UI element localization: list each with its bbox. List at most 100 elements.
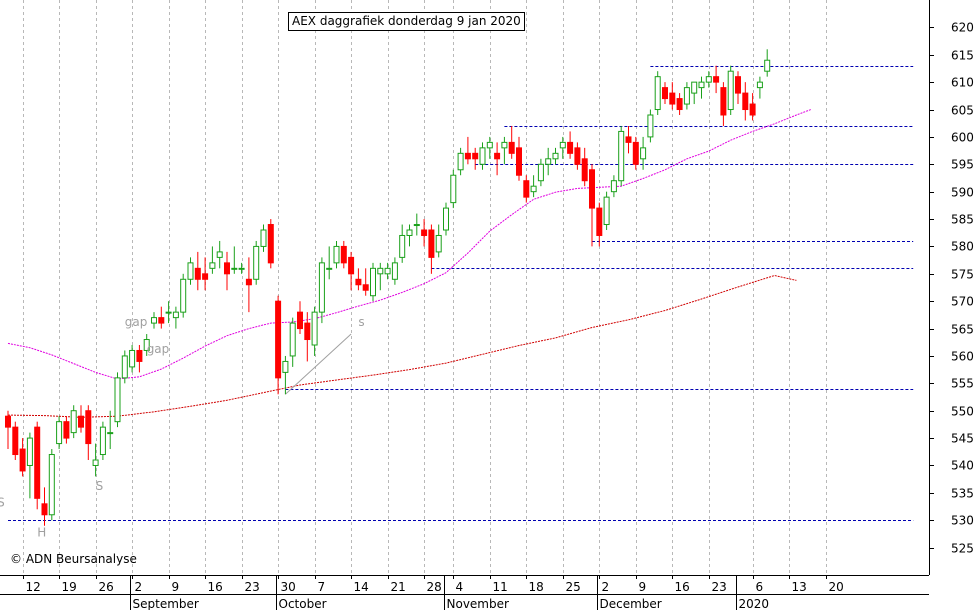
candle — [413, 213, 420, 236]
candle-body — [180, 278, 187, 313]
candle — [384, 262, 391, 280]
candle-body — [48, 454, 55, 516]
candle-body — [187, 262, 194, 280]
candle — [727, 65, 734, 115]
candle — [129, 345, 136, 373]
candle-body — [311, 311, 318, 346]
candle — [114, 372, 121, 428]
x-tick-label: 7 — [318, 580, 326, 594]
candle — [282, 355, 289, 395]
candle — [151, 312, 157, 329]
candle — [443, 202, 449, 236]
candle-body — [450, 174, 457, 204]
candle-body — [486, 141, 493, 149]
month-label: October — [279, 597, 327, 610]
candle-body — [253, 245, 260, 280]
annotation-label: s — [358, 315, 364, 329]
candle — [472, 147, 479, 170]
candle — [260, 224, 267, 252]
candle-body — [165, 311, 172, 314]
candle-body — [56, 421, 63, 445]
candle — [362, 268, 369, 296]
candle — [698, 76, 705, 99]
candle — [289, 317, 296, 367]
candle-body — [589, 169, 595, 209]
y-tick-label: 555 — [951, 377, 974, 391]
candle-body — [683, 87, 690, 105]
candle — [552, 147, 559, 165]
candle — [713, 65, 720, 94]
x-tick-label: 11 — [493, 580, 508, 594]
candle — [764, 49, 771, 77]
candle — [224, 251, 230, 291]
candle-body — [121, 355, 128, 379]
candle-body — [596, 207, 603, 236]
candle — [464, 136, 471, 165]
candle-body — [5, 415, 11, 428]
candle — [238, 262, 245, 274]
candle — [508, 125, 515, 159]
candle-body — [472, 152, 479, 160]
candle — [158, 306, 165, 329]
candle — [209, 246, 216, 274]
candle-body — [537, 163, 544, 182]
month-label: November — [447, 597, 509, 610]
candle — [676, 93, 683, 115]
candle-body — [727, 70, 734, 111]
candle — [501, 136, 508, 165]
candle — [545, 147, 552, 176]
candle — [34, 421, 41, 510]
candle-body — [610, 180, 617, 193]
candle-body — [282, 360, 289, 373]
x-tick-label: 4 — [456, 580, 464, 594]
candle — [19, 438, 26, 477]
candle — [180, 273, 187, 318]
candle-body — [136, 349, 143, 362]
candle-body — [443, 207, 449, 231]
ma-long-line — [7, 274, 797, 418]
candle — [143, 334, 150, 356]
candle — [625, 125, 632, 154]
candle-body — [267, 224, 274, 264]
candle — [391, 257, 398, 285]
candle-body — [158, 317, 165, 324]
candle — [63, 416, 70, 444]
plot-area — [0, 0, 929, 575]
candle-body — [289, 322, 296, 357]
candle — [78, 405, 84, 433]
x-tick-label: 6 — [756, 580, 764, 594]
candle — [333, 240, 340, 269]
candle-body — [691, 81, 698, 94]
candle-body — [377, 267, 384, 275]
candle — [121, 350, 128, 384]
candle-body — [340, 245, 347, 264]
y-tick-label: 535 — [951, 487, 974, 501]
candle-body — [581, 158, 588, 182]
y-tick-label: 580 — [951, 240, 974, 254]
candle-body — [245, 278, 252, 286]
annotation-label: H — [37, 526, 46, 540]
candle — [735, 71, 741, 105]
candle-body — [172, 311, 179, 319]
y-tick-label: 590 — [951, 186, 974, 200]
candle — [450, 169, 457, 209]
candle-body — [713, 76, 720, 83]
candle-body — [19, 448, 26, 472]
candle — [297, 301, 303, 335]
candle — [705, 71, 712, 88]
candle — [691, 81, 698, 105]
candle-body — [632, 141, 639, 165]
y-tick-label: 605 — [951, 104, 974, 118]
x-tick-label: 25 — [566, 580, 581, 594]
candle-body — [216, 251, 223, 258]
candle-body — [406, 229, 413, 236]
candle-body — [26, 437, 33, 466]
candle — [267, 219, 274, 269]
candle-body — [151, 317, 157, 324]
candle-body — [508, 141, 515, 154]
candle-body — [552, 152, 559, 160]
y-tick-label: 615 — [951, 49, 974, 63]
candle-body — [114, 377, 121, 423]
candle-body — [304, 322, 311, 341]
